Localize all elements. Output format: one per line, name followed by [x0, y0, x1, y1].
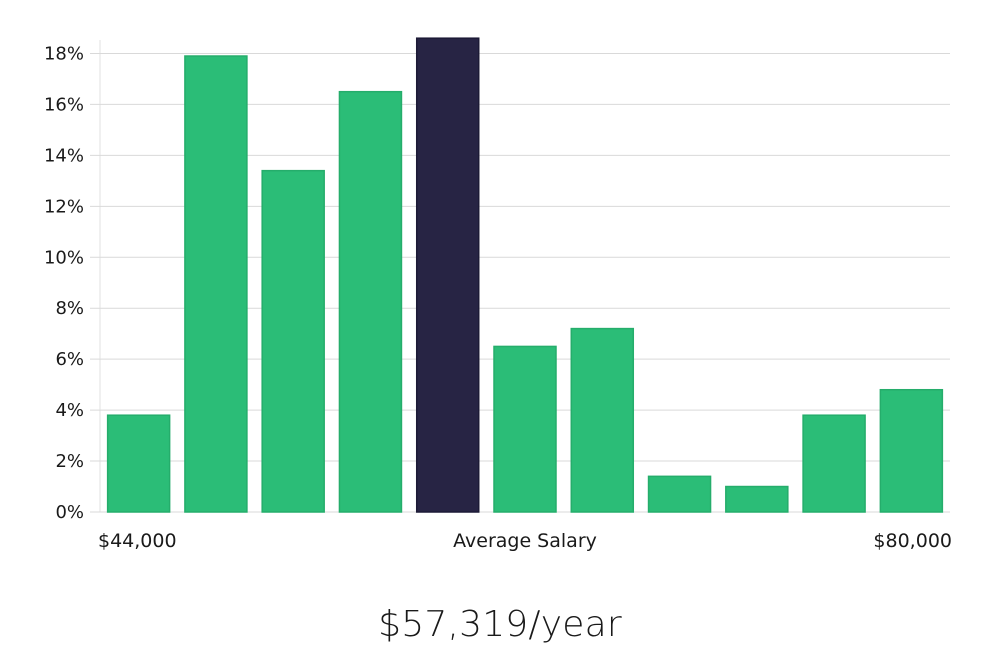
bar: [647, 475, 712, 513]
bar: [338, 90, 403, 513]
bar-average-highlight: [415, 37, 480, 513]
y-tick-label: 2%: [55, 451, 84, 472]
bar: [184, 55, 248, 513]
bar: [493, 345, 557, 513]
x-label-average: Average Salary: [453, 530, 597, 552]
average-salary-summary: $57,319/year: [378, 604, 622, 645]
y-tick-label: 18%: [44, 43, 84, 64]
x-label-max: $80,000: [873, 530, 952, 552]
bar: [106, 414, 171, 513]
y-tick-label: 0%: [55, 502, 84, 523]
y-tick-label: 8%: [55, 298, 84, 319]
bar: [879, 388, 944, 513]
x-label-min: $44,000: [98, 530, 177, 552]
y-tick-label: 6%: [55, 349, 84, 370]
bar: [802, 414, 866, 513]
y-tick-label: 14%: [44, 145, 84, 166]
bar: [570, 327, 635, 513]
y-tick-label: 16%: [44, 94, 84, 115]
bar: [725, 485, 789, 513]
bar: [261, 169, 325, 513]
chart-svg: 0% 2% 4% 6% 8% 10% 12% 14% 16% 18% $44,000 Average …: [44, 37, 952, 552]
y-tick-label: 4%: [55, 400, 84, 421]
salary-distribution-chart: 0% 2% 4% 6% 8% 10% 12% 14% 16% 18% $44,000 Average …: [44, 37, 952, 552]
y-tick-label: 12%: [44, 196, 84, 217]
y-tick-label: 10%: [44, 247, 84, 268]
